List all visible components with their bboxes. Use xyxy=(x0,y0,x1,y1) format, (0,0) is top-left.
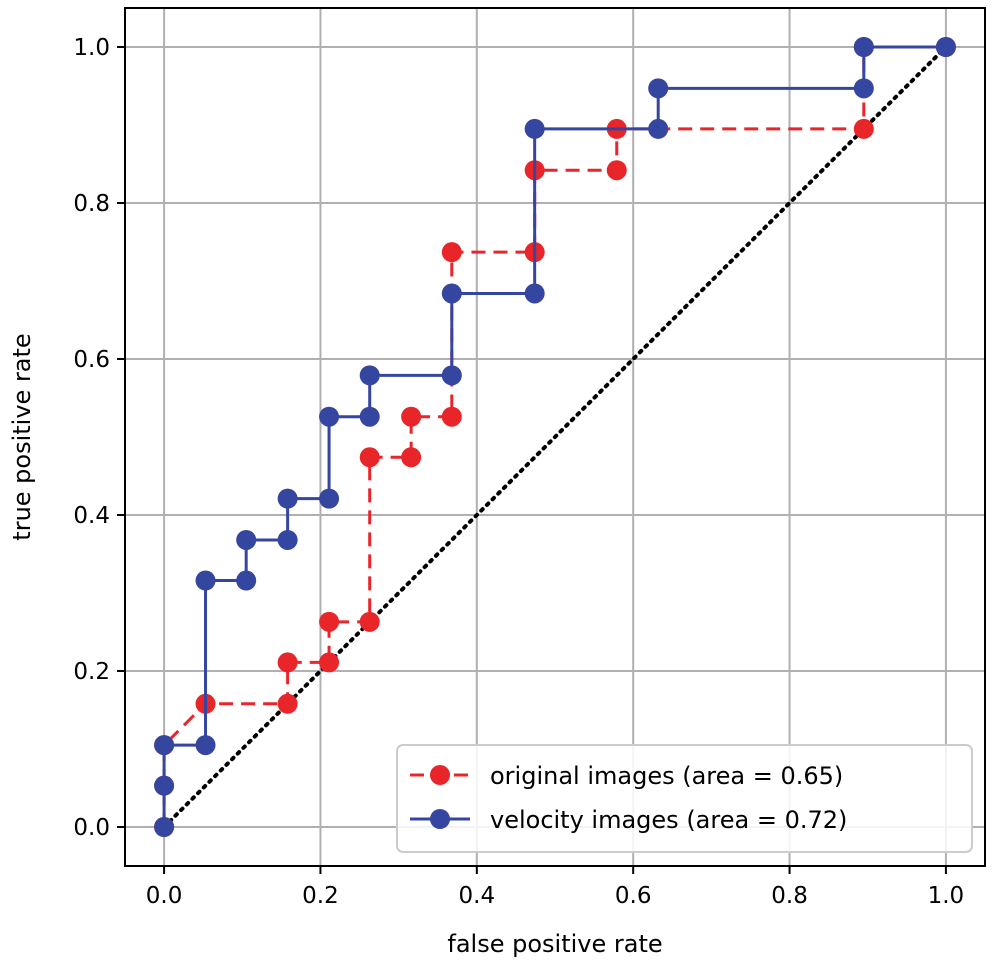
x-tick-label: 0.4 xyxy=(459,883,496,909)
data-point xyxy=(319,406,340,427)
data-point xyxy=(359,447,380,468)
data-point xyxy=(154,735,175,756)
data-point xyxy=(648,78,669,99)
legend-label: original images (area = 0.65) xyxy=(490,762,843,790)
data-point xyxy=(853,118,874,139)
data-point xyxy=(524,283,545,304)
data-point xyxy=(359,365,380,386)
ticks: 0.0 0.2 0.4 0.6 0.8 1.0 0.0 0.2 0.4 0.6 0.8 1.0 xyxy=(73,35,964,909)
data-point xyxy=(319,652,340,673)
data-point xyxy=(606,160,627,181)
y-tick-label: 0.0 xyxy=(73,815,110,841)
data-point xyxy=(195,570,216,591)
data-point xyxy=(441,283,462,304)
data-point xyxy=(277,652,298,673)
x-tick-label: 0.0 xyxy=(146,883,183,909)
y-tick-label: 1.0 xyxy=(73,35,110,61)
legend-label: velocity images (area = 0.72) xyxy=(490,806,847,834)
data-point xyxy=(524,118,545,139)
x-tick-label: 0.2 xyxy=(302,883,339,909)
y-tick-label: 0.6 xyxy=(73,347,110,373)
plot-frame xyxy=(124,7,986,867)
data-point xyxy=(853,37,874,57)
x-tick-label: 0.6 xyxy=(615,883,652,909)
data-point xyxy=(935,37,956,57)
data-point xyxy=(236,570,257,591)
y-tick-label: 0.4 xyxy=(73,503,110,529)
legend-marker xyxy=(430,809,450,829)
series-layer xyxy=(154,37,956,837)
data-point xyxy=(648,118,669,139)
y-tick-label: 0.2 xyxy=(73,659,110,685)
data-point xyxy=(277,529,298,550)
data-point xyxy=(277,488,298,509)
data-point xyxy=(154,817,175,837)
data-point xyxy=(277,693,298,714)
data-point xyxy=(401,406,422,427)
data-point xyxy=(853,78,874,99)
series-line xyxy=(162,45,946,827)
data-point xyxy=(359,406,380,427)
series-1 xyxy=(154,37,956,837)
data-point xyxy=(319,488,340,509)
data-point xyxy=(401,447,422,468)
legend-marker xyxy=(430,765,450,785)
data-point xyxy=(359,611,380,632)
legend-box xyxy=(396,744,973,853)
data-point xyxy=(236,529,257,550)
legend: original images (area = 0.65) velocity im… xyxy=(396,744,973,853)
y-tick-label: 0.8 xyxy=(73,191,110,217)
data-point xyxy=(441,242,462,263)
y-axis-label: true positive rate xyxy=(8,333,36,540)
data-point xyxy=(154,775,175,796)
x-tick-label: 1.0 xyxy=(928,883,965,909)
x-axis-label: false positive rate xyxy=(447,930,662,958)
data-point xyxy=(319,611,340,632)
data-point xyxy=(195,735,216,756)
x-tick-label: 0.8 xyxy=(771,883,808,909)
series-line xyxy=(162,45,946,827)
grid xyxy=(125,8,985,866)
data-point xyxy=(441,365,462,386)
data-point xyxy=(441,406,462,427)
